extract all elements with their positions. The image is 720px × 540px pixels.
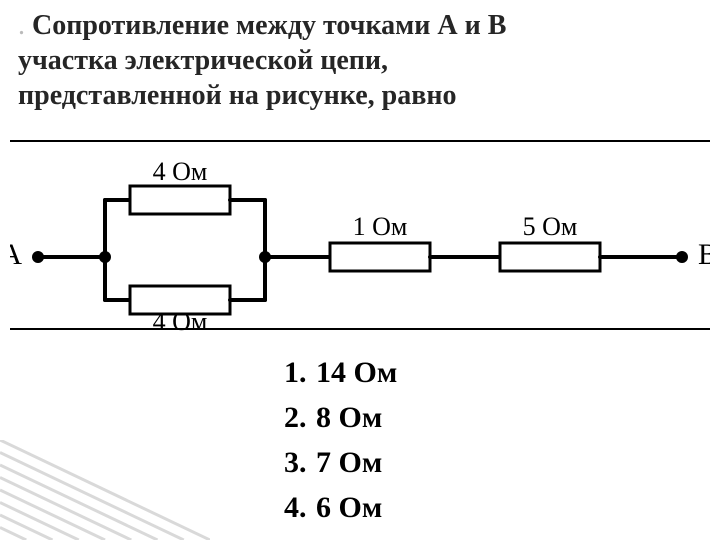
question-text: . Сопротивление между точками А и В учас…: [18, 8, 702, 113]
option-4: 6 Ом: [314, 485, 397, 530]
svg-text:4 Ом: 4 Ом: [153, 307, 208, 332]
question-line1: Сопротивление между точками А и В: [32, 10, 506, 41]
answer-options: 14 Ом 8 Ом 7 Ом 6 Ом: [270, 350, 397, 530]
option-1: 14 Ом: [314, 350, 397, 395]
option-2: 8 Ом: [314, 395, 397, 440]
circuit-diagram: А В 4 Ом 4 Ом 1 Ом 5 Ом: [10, 140, 710, 330]
svg-text:5 Ом: 5 Ом: [523, 212, 578, 241]
lead-dot: .: [18, 10, 25, 41]
svg-text:В: В: [698, 238, 710, 271]
option-3: 7 Ом: [314, 440, 397, 485]
question-line2: участка электрической цепи,: [18, 45, 388, 76]
svg-text:4 Ом: 4 Ом: [153, 157, 208, 186]
question-line3: представленной на рисунке, равно: [18, 80, 456, 111]
corner-decor: [0, 440, 210, 540]
svg-text:А: А: [10, 238, 22, 271]
circuit-svg: А В 4 Ом 4 Ом 1 Ом 5 Ом: [10, 142, 710, 332]
svg-text:1 Ом: 1 Ом: [353, 212, 408, 241]
